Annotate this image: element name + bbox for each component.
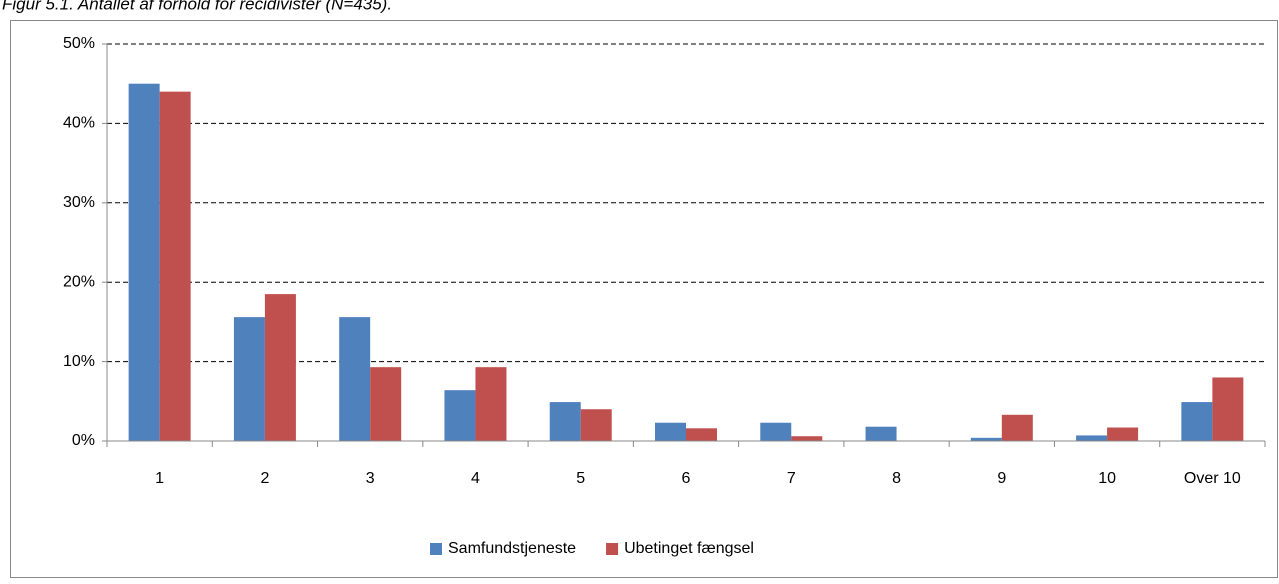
bar — [1107, 427, 1139, 441]
legend-swatch — [606, 543, 619, 555]
bar — [1181, 402, 1213, 441]
bar — [549, 402, 581, 441]
legend-label: Ubetinget fængsel — [624, 540, 754, 557]
y-tick-label: 40% — [63, 115, 95, 132]
bar — [264, 294, 296, 441]
x-tick-label: 2 — [260, 470, 269, 487]
bar — [1001, 414, 1033, 441]
bar — [339, 317, 371, 441]
y-tick-label: 0% — [72, 432, 95, 449]
x-tick-label: 6 — [682, 470, 691, 487]
y-tick-label: 50% — [63, 35, 95, 52]
bar — [1076, 435, 1108, 441]
bar — [865, 426, 897, 441]
bar — [233, 317, 265, 441]
bar — [370, 367, 402, 441]
x-tick-label: Over 10 — [1184, 470, 1241, 487]
bar — [475, 367, 507, 441]
chart-border — [10, 20, 1278, 578]
bar — [444, 390, 476, 441]
x-tick-label: 8 — [892, 470, 901, 487]
x-tick-label: 4 — [471, 470, 480, 487]
bar — [580, 409, 612, 441]
bar — [159, 91, 191, 441]
bar — [970, 437, 1002, 441]
x-tick-label: 3 — [366, 470, 375, 487]
legend-label: Samfundstjeneste — [448, 540, 576, 557]
x-tick-label: 1 — [155, 470, 164, 487]
bar — [1212, 377, 1244, 441]
bar — [128, 83, 160, 441]
bar — [760, 422, 792, 441]
y-tick-label: 10% — [63, 353, 95, 370]
x-tick-label: 9 — [997, 470, 1006, 487]
x-tick-label: 7 — [787, 470, 796, 487]
bar — [791, 436, 823, 441]
legend-swatch — [430, 543, 442, 555]
bar — [655, 422, 686, 441]
y-tick-label: 30% — [63, 194, 95, 211]
x-tick-label: 5 — [576, 470, 585, 487]
chart-title: Figur 5.1. Antallet af forhold for recid… — [2, 0, 392, 13]
bar — [686, 428, 717, 441]
x-tick-label: 10 — [1098, 470, 1116, 487]
y-tick-label: 20% — [63, 273, 95, 290]
